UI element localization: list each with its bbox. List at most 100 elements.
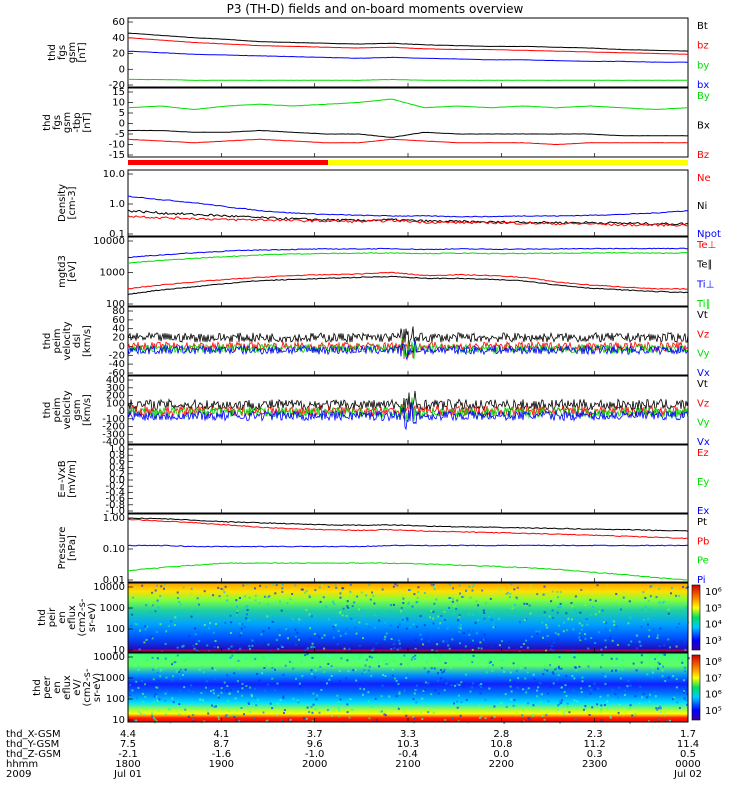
spectrogram-pixel <box>629 721 631 724</box>
spectrogram-pixel <box>432 584 435 586</box>
spectrogram-pixel <box>310 615 313 618</box>
spectrogram-pixel <box>492 664 494 667</box>
spectrogram-pixel <box>499 702 502 705</box>
spectrogram-pixel <box>588 714 591 716</box>
spectrogram-pixel <box>601 609 604 612</box>
y-axis-label: [cm-3] <box>67 186 78 219</box>
spectrogram-pixel <box>298 638 300 641</box>
spectrogram-pixel <box>152 678 155 681</box>
spectrogram-pixel <box>383 638 386 641</box>
spectrogram-pixel <box>489 661 492 664</box>
spectrogram-pixel <box>440 615 443 617</box>
spectrogram-pixel <box>427 640 430 643</box>
spectrogram-pixel <box>571 653 574 656</box>
spectrogram-pixel <box>242 584 245 587</box>
legend-entry: Ex <box>697 506 709 517</box>
spectrogram-pixel <box>280 644 283 647</box>
spectrogram-pixel <box>579 611 582 614</box>
spectrogram-pixel <box>280 609 283 612</box>
spectrogram-pixel <box>311 656 314 659</box>
spectrogram-pixel <box>212 692 215 695</box>
spectrogram-pixel <box>573 677 576 680</box>
spectrogram-pixel <box>647 617 650 620</box>
spectrogram-pixel <box>647 599 650 602</box>
spectrogram-pixel <box>251 639 254 642</box>
spectrogram-pixel <box>682 586 685 589</box>
spectrogram-pixel <box>606 584 609 587</box>
spectrogram-pixel <box>384 675 387 677</box>
spectrogram-pixel <box>351 605 354 608</box>
spectrogram-pixel <box>395 679 398 682</box>
spectrogram-texture <box>129 583 690 654</box>
spectrogram-pixel <box>226 685 229 688</box>
legend-entry: Ti⊥ <box>696 279 714 290</box>
spectrogram-pixel <box>506 591 509 594</box>
spectrogram-pixel <box>514 704 517 707</box>
spectrogram-pixel <box>298 666 301 669</box>
y-axis-label: [mV/m] <box>67 460 78 498</box>
spectrogram-pixel <box>156 701 159 704</box>
spectrogram-pixel <box>453 605 456 608</box>
spectrogram-pixel <box>326 682 328 685</box>
spectrogram-pixel <box>479 641 482 644</box>
spectrogram-pixel <box>365 594 368 597</box>
spectrogram-pixel <box>662 601 664 604</box>
spectrogram-pixel <box>684 670 686 673</box>
legend-entry: Te⊥ <box>696 240 716 251</box>
spectrogram-pixel <box>667 677 670 680</box>
y-tick-label: -300 <box>102 429 125 440</box>
spectrogram-pixel <box>609 716 612 719</box>
spectrogram-pixel <box>283 712 285 714</box>
spectrogram-pixel <box>397 683 400 686</box>
spectrogram-pixel <box>236 605 238 608</box>
spectrogram-pixel <box>557 606 560 609</box>
spectrogram-pixel <box>393 647 396 649</box>
spectrogram-pixel <box>550 645 553 648</box>
spectrogram-pixel <box>669 646 671 649</box>
spectrogram-pixel <box>198 603 200 606</box>
legend-entry: bz <box>697 41 709 52</box>
spectrogram-pixel <box>652 667 655 670</box>
spectrogram-pixel <box>176 654 179 657</box>
spectrogram-pixel <box>403 654 406 657</box>
y-tick-label: 10000 <box>93 236 125 247</box>
spectrogram-pixel <box>222 588 225 591</box>
spectrogram-pixel <box>619 677 622 680</box>
spectrogram-pixel <box>664 653 666 656</box>
legend-entry: Ey <box>697 477 709 488</box>
spectrogram-pixel <box>223 681 226 684</box>
spectrogram-pixel <box>596 584 599 587</box>
spectrogram-pixel <box>308 596 311 599</box>
spectrogram-pixel <box>308 613 311 616</box>
spectrogram-pixel <box>385 632 388 635</box>
spectrogram-pixel <box>617 613 620 616</box>
spectrogram-pixel <box>359 687 362 690</box>
series-Vx <box>127 339 689 361</box>
spectrogram-pixel <box>377 661 379 664</box>
spectrogram-pixel <box>504 693 507 696</box>
spectrogram-pixel <box>136 623 139 626</box>
spectrogram-pixel <box>647 623 649 626</box>
spectrogram-pixel <box>187 715 190 718</box>
spectrogram-pixel <box>629 704 632 707</box>
spectrogram-pixel <box>488 661 491 664</box>
spectrogram-pixel <box>266 603 269 606</box>
spectrogram-pixel <box>560 701 563 704</box>
spectrogram-pixel <box>565 666 568 669</box>
spectrogram-pixel <box>657 661 660 664</box>
spectrogram-texture <box>128 653 690 724</box>
spectrogram-pixel <box>509 679 512 682</box>
spectrogram-pixel <box>599 600 602 603</box>
spectrogram-pixel <box>267 643 270 646</box>
spectrogram-pixel <box>525 689 528 692</box>
spectrogram-pixel <box>271 667 274 669</box>
y-axis-label: thd <box>47 44 58 61</box>
spectrogram-pixel <box>651 671 654 674</box>
spectrogram-pixel <box>572 650 575 652</box>
spectrogram-pixel <box>207 633 210 635</box>
spectrogram-pixel <box>490 611 493 614</box>
spectrogram-pixel <box>412 656 415 659</box>
spectrogram-pixel <box>451 600 454 603</box>
spectrogram-pixel <box>203 720 206 723</box>
